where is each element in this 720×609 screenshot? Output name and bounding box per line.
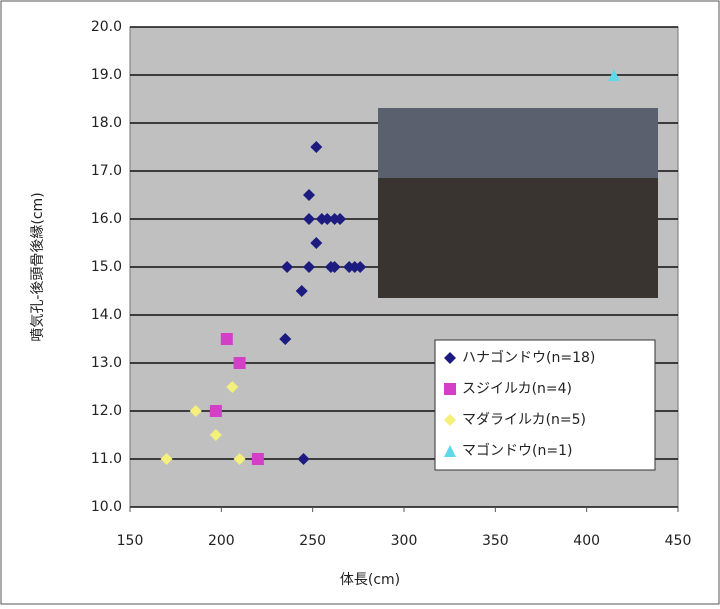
y-tick-label: 12.0 (91, 403, 122, 419)
x-tick-label: 400 (573, 533, 600, 549)
point (221, 333, 233, 345)
point (210, 405, 222, 417)
y-tick-label: 14.0 (91, 307, 122, 323)
x-tick-label: 300 (391, 533, 418, 549)
y-tick-label: 10.0 (91, 499, 122, 515)
x-tick-label: 350 (482, 533, 509, 549)
chart: 体長(cm) 噴気孔-後頭骨後縁(cm) 10.0 11.0 12.0 13.0 14.… (0, 0, 720, 605)
x-axis-label: 体長(cm) (340, 572, 400, 588)
y-tick-label: 16.0 (91, 211, 122, 227)
x-tick-label: 250 (299, 533, 326, 549)
y-tick-label: 18.0 (91, 115, 122, 131)
legend-label: マダライルカ(n=5) (462, 412, 586, 428)
legend-label: ハナゴンドウ(n=18) (462, 349, 595, 366)
legend-label: スジイルカ(n=4) (462, 381, 572, 397)
y-tick-label: 11.0 (91, 451, 122, 467)
y-axis-label: 噴気孔-後頭骨後縁(cm) (30, 192, 46, 341)
point (234, 357, 246, 369)
y-tick-label: 19.0 (91, 67, 122, 83)
legend-marker (444, 383, 456, 395)
x-tick-label: 450 (665, 533, 692, 549)
x-tick-label: 150 (117, 533, 144, 549)
x-tick-label: 200 (208, 533, 235, 549)
y-tick-label: 20.0 (91, 19, 122, 35)
y-tick-label: 15.0 (91, 259, 122, 275)
legend-label: マゴンドウ(n=1) (462, 442, 572, 459)
y-tick-label: 17.0 (91, 163, 122, 179)
inset-photo-highlight (378, 108, 658, 178)
point (252, 453, 264, 465)
y-tick-label: 13.0 (91, 355, 122, 371)
